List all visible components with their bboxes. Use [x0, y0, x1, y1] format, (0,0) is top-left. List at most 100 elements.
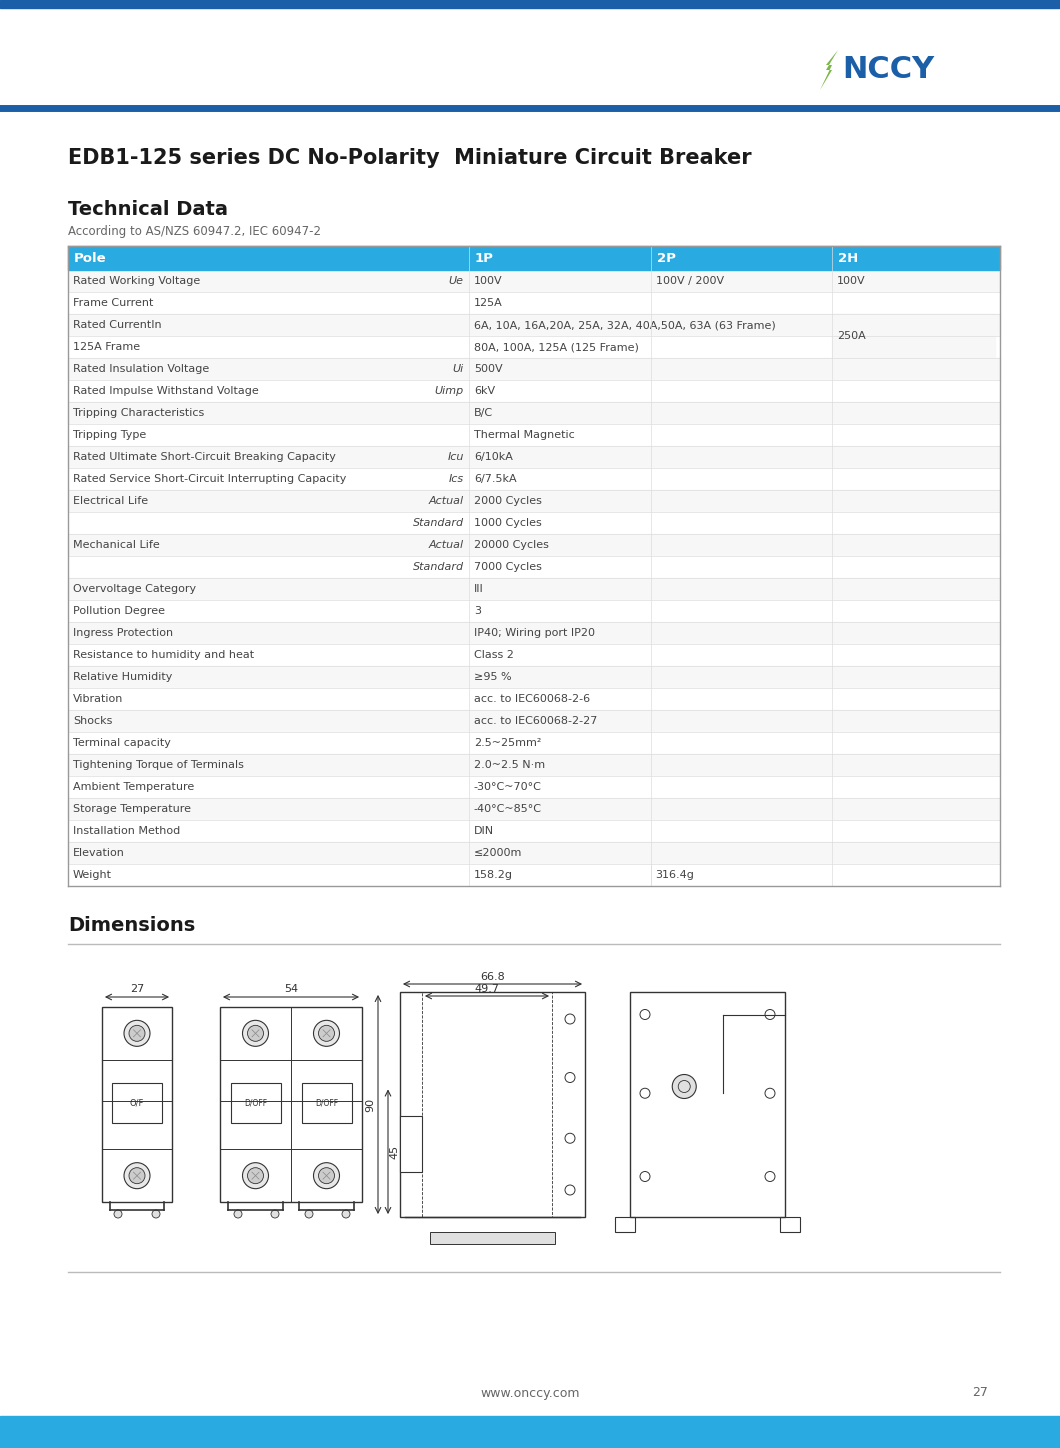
Bar [68, 776, 1000, 798]
Text: 6/10kA: 6/10kA [474, 452, 513, 462]
Bar [68, 403, 1000, 424]
Bar [68, 688, 1000, 710]
Text: 66.8: 66.8 [480, 972, 505, 982]
Text: 90: 90 [365, 1098, 375, 1112]
Bar [68, 468, 1000, 489]
Text: IP40; Wiring port IP20: IP40; Wiring port IP20 [474, 628, 595, 639]
Text: NCCY: NCCY [842, 55, 934, 84]
Circle shape [124, 1163, 151, 1189]
Text: B/C: B/C [474, 408, 493, 418]
Bar [68, 246, 1000, 269]
Text: D/OFF: D/OFF [244, 1098, 267, 1108]
Text: Relative Humidity: Relative Humidity [73, 672, 173, 682]
Circle shape [129, 1025, 145, 1041]
Text: Actual: Actual [428, 497, 464, 505]
Circle shape [247, 1025, 264, 1041]
Text: 27: 27 [972, 1387, 988, 1400]
Bar [68, 820, 1000, 841]
Circle shape [124, 1021, 151, 1047]
Bar [0, 1416, 1060, 1448]
Bar [68, 358, 1000, 379]
Text: III: III [474, 584, 483, 594]
Text: 49.7: 49.7 [475, 985, 499, 993]
Circle shape [318, 1025, 335, 1041]
Text: Rated CurrentIn: Rated CurrentIn [73, 320, 161, 330]
Circle shape [342, 1211, 350, 1218]
Circle shape [243, 1021, 268, 1047]
Bar [68, 710, 1000, 733]
Bar [68, 864, 1000, 886]
Text: 1P: 1P [475, 252, 494, 265]
Text: According to AS/NZS 60947.2, IEC 60947-2: According to AS/NZS 60947.2, IEC 60947-2 [68, 224, 321, 237]
Text: 6/7.5kA: 6/7.5kA [474, 473, 516, 484]
Text: 45: 45 [389, 1145, 399, 1158]
Text: Standard: Standard [412, 518, 464, 529]
Text: 250A: 250A [837, 332, 866, 340]
Bar [68, 379, 1000, 403]
Text: Ui: Ui [453, 363, 464, 374]
Bar [400, 992, 585, 1216]
Polygon shape [820, 51, 838, 90]
Bar [68, 623, 1000, 644]
Text: 2000 Cycles: 2000 Cycles [474, 497, 542, 505]
Bar [220, 1006, 363, 1202]
Bar [832, 314, 995, 358]
Bar [68, 424, 1000, 446]
Bar [230, 1083, 281, 1122]
Text: 125A Frame: 125A Frame [73, 342, 140, 352]
Circle shape [305, 1211, 313, 1218]
Text: 500V: 500V [474, 363, 502, 374]
Text: Icu: Icu [447, 452, 464, 462]
Bar [400, 1116, 422, 1171]
Text: Pole: Pole [74, 252, 107, 265]
Text: 54: 54 [284, 985, 298, 993]
Text: 6A, 10A, 16A,20A, 25A, 32A, 40A,50A, 63A (63 Frame): 6A, 10A, 16A,20A, 25A, 32A, 40A,50A, 63A… [474, 320, 776, 330]
Text: 100V: 100V [474, 277, 502, 287]
Bar [68, 336, 1000, 358]
Text: Shocks: Shocks [73, 715, 112, 725]
Text: Ics: Ics [448, 473, 464, 484]
Bar [430, 1232, 555, 1244]
Text: Standard: Standard [412, 562, 464, 572]
Text: EDB1-125 series DC No-Polarity  Miniature Circuit Breaker: EDB1-125 series DC No-Polarity Miniature… [68, 148, 752, 168]
Circle shape [129, 1167, 145, 1183]
Text: Rated Impulse Withstand Voltage: Rated Impulse Withstand Voltage [73, 387, 259, 395]
Circle shape [247, 1167, 264, 1183]
Text: Vibration: Vibration [73, 694, 123, 704]
Text: Mechanical Life: Mechanical Life [73, 540, 160, 550]
Text: 20000 Cycles: 20000 Cycles [474, 540, 549, 550]
Bar [68, 446, 1000, 468]
Text: Elevation: Elevation [73, 849, 125, 859]
Bar [102, 1006, 172, 1202]
Text: 1000 Cycles: 1000 Cycles [474, 518, 542, 529]
Bar [615, 1216, 635, 1232]
Text: Storage Temperature: Storage Temperature [73, 804, 191, 814]
Bar [422, 992, 552, 1216]
Text: 100V / 200V: 100V / 200V [655, 277, 724, 287]
Bar [68, 644, 1000, 666]
Text: Dimensions: Dimensions [68, 917, 195, 935]
Text: 7000 Cycles: 7000 Cycles [474, 562, 542, 572]
Text: www.onccy.com: www.onccy.com [480, 1387, 580, 1400]
Text: -40°C~85°C: -40°C~85°C [474, 804, 542, 814]
Text: DIN: DIN [474, 825, 494, 835]
Text: Overvoltage Category: Overvoltage Category [73, 584, 196, 594]
Bar [112, 1083, 162, 1122]
Bar [68, 513, 1000, 534]
Text: Resistance to humidity and heat: Resistance to humidity and heat [73, 650, 254, 660]
Text: O/F: O/F [129, 1098, 144, 1108]
Text: Uimp: Uimp [435, 387, 464, 395]
Text: ≤2000m: ≤2000m [474, 849, 523, 859]
Bar [780, 1216, 800, 1232]
Text: Ambient Temperature: Ambient Temperature [73, 782, 194, 792]
Text: Class 2: Class 2 [474, 650, 514, 660]
Bar [68, 489, 1000, 513]
Circle shape [271, 1211, 279, 1218]
Text: 2.5~25mm²: 2.5~25mm² [474, 738, 542, 749]
Text: Thermal Magnetic: Thermal Magnetic [474, 430, 575, 440]
Text: Ingress Protection: Ingress Protection [73, 628, 173, 639]
Text: acc. to IEC60068-2-27: acc. to IEC60068-2-27 [474, 715, 597, 725]
Bar [68, 599, 1000, 623]
Text: 27: 27 [130, 985, 144, 993]
Text: Rated Service Short-Circuit Interrupting Capacity: Rated Service Short-Circuit Interrupting… [73, 473, 347, 484]
